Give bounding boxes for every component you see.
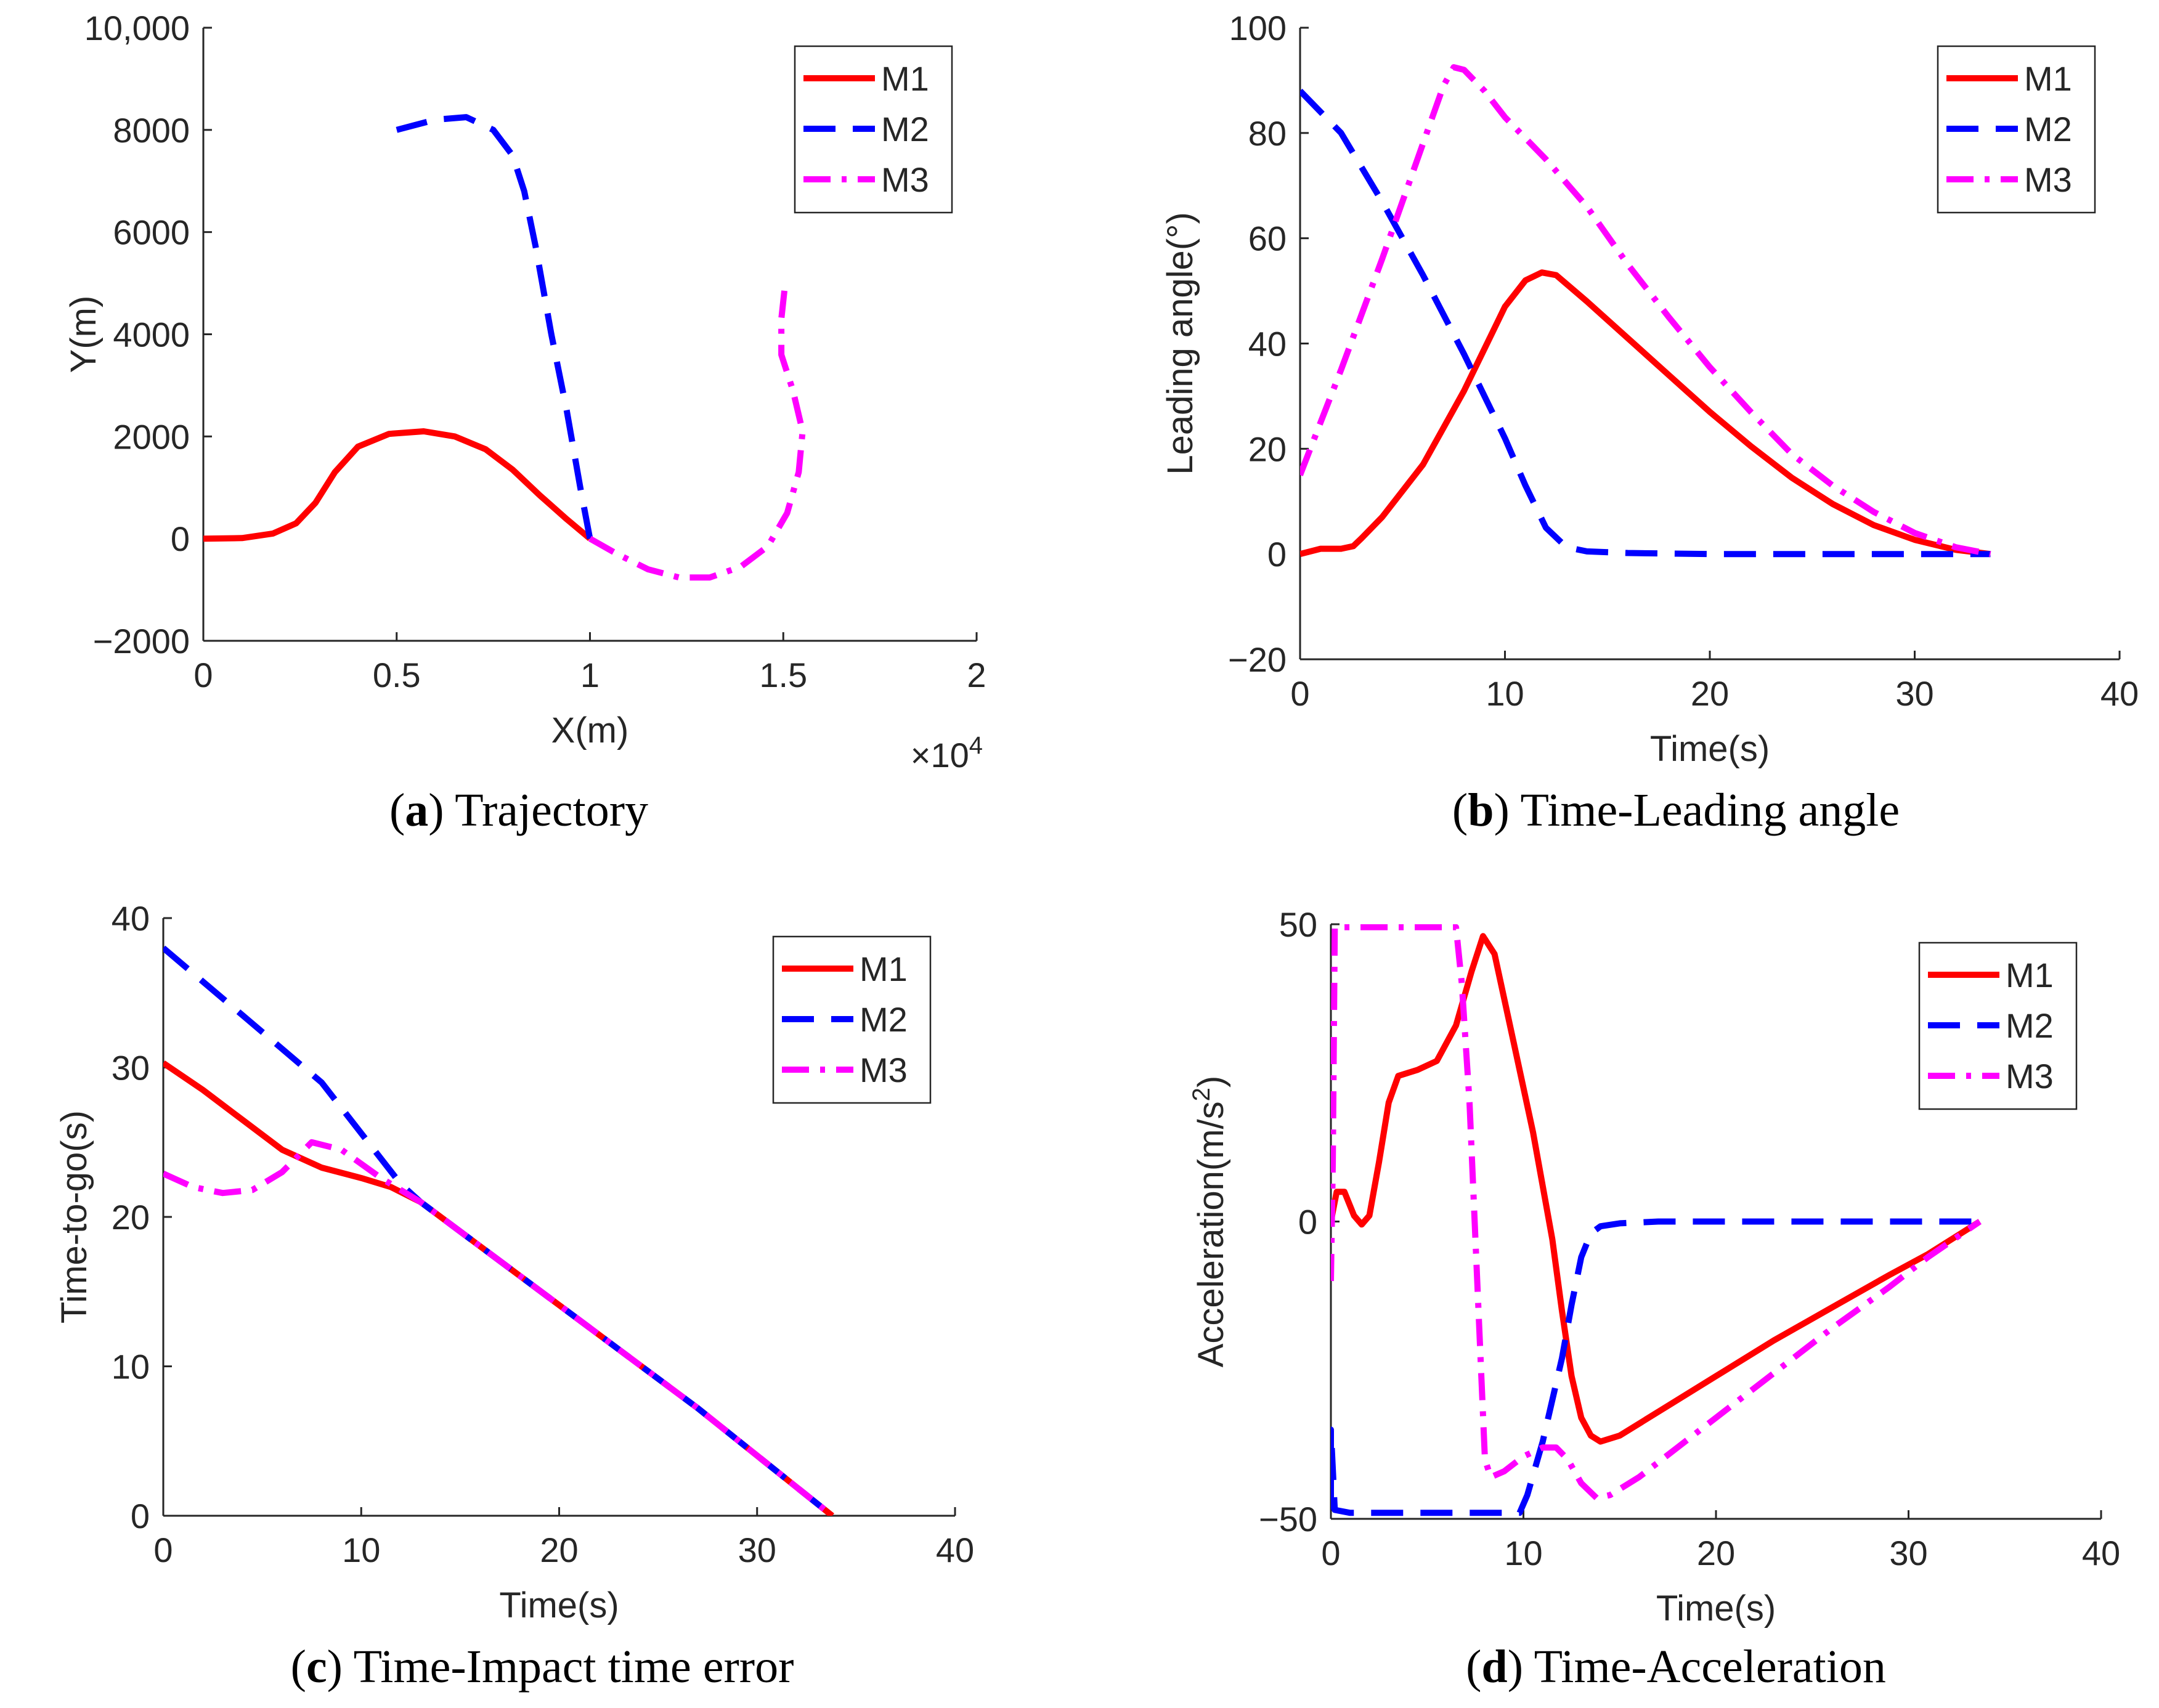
legend-label-m3: M3 — [860, 1051, 908, 1089]
panel-d: (d) Time-Acceleration 0 10 20 30 40−50050Tim… — [1188, 905, 2120, 1693]
series-line-m2 — [1331, 1218, 1980, 1516]
x-tick-label: 20 — [1697, 1534, 1735, 1572]
x-axis-label: Time(s) — [1656, 1588, 1776, 1629]
series-group — [203, 114, 806, 581]
y-tick-label: −20 — [1228, 640, 1287, 679]
series-line-m1 — [203, 428, 592, 542]
y-axis-label-end: ) — [1191, 1076, 1231, 1088]
legend-label-m2: M2 — [881, 110, 929, 148]
series-line-m3 — [163, 1139, 834, 1516]
y-tick-label: 50 — [1279, 905, 1317, 944]
x-axis-multiplier-exponent: 4 — [969, 732, 983, 759]
x-tick-label: 40 — [936, 1531, 974, 1569]
x-tick-label: 0 — [153, 1531, 173, 1569]
x-tick-label: 10 — [342, 1531, 380, 1569]
x-tick-label: 30 — [1895, 674, 1933, 713]
series-group — [1331, 924, 1982, 1516]
x-axis-label: Time(s) — [499, 1585, 619, 1625]
series-line-m2 — [1300, 89, 1991, 558]
series-line-m2 — [396, 114, 593, 540]
series-line-m1 — [1300, 269, 1991, 558]
y-tick-label: 6000 — [113, 213, 190, 252]
legend-label-m2: M2 — [2006, 1006, 2054, 1045]
x-tick-label: 40 — [2100, 674, 2139, 713]
y-axis-label: Leading angle(°) — [1160, 212, 1200, 474]
x-axis-label: Time(s) — [1650, 729, 1770, 769]
y-tick-label: 0 — [1298, 1203, 1317, 1242]
series-group — [163, 945, 834, 1516]
legend-label-m3: M3 — [2006, 1057, 2054, 1096]
y-tick-label: −50 — [1259, 1500, 1317, 1539]
y-tick-label: 30 — [112, 1049, 150, 1088]
y-tick-label: 4000 — [113, 315, 190, 354]
x-tick-label: 20 — [540, 1531, 578, 1569]
y-tick-label: 0 — [1267, 535, 1287, 574]
y-tick-label: 40 — [1248, 325, 1287, 364]
series-line-m1 — [163, 1060, 834, 1516]
y-tick-label: 100 — [1229, 9, 1287, 47]
series-line-m1 — [1331, 933, 1982, 1445]
series-group — [1300, 64, 1991, 558]
legend-label-m2: M2 — [860, 1000, 908, 1039]
panel-c: (c) Time-Impact time error 0 10 20 30 40 0 10 2… — [54, 899, 974, 1693]
y-axis-label: Acceleration(m/s2) — [1188, 1076, 1231, 1368]
x-axis-multiplier: ×104 — [911, 732, 983, 775]
y-axis-label-superscript: 2 — [1188, 1088, 1215, 1101]
x-tick-label: 0 — [1290, 674, 1309, 713]
x-tick-label: 1 — [580, 656, 600, 694]
caption-a: (a) Trajectory — [389, 784, 648, 836]
x-tick-label: 2 — [967, 656, 986, 694]
y-tick-label: −2000 — [93, 622, 190, 661]
y-tick-label: 10,000 — [84, 9, 190, 47]
legend-label-m3: M3 — [881, 160, 929, 199]
x-tick-label: 40 — [2082, 1534, 2120, 1572]
y-axis-label: Time-to-go(s) — [54, 1110, 94, 1324]
y-tick-label: 20 — [112, 1198, 150, 1237]
caption-d: (d) Time-Acceleration — [1466, 1641, 1886, 1693]
y-tick-label: 8000 — [113, 111, 190, 150]
x-tick-label: 30 — [738, 1531, 776, 1569]
x-tick-label: 1.5 — [759, 656, 807, 694]
y-tick-label: 80 — [1248, 114, 1287, 153]
y-tick-label: 10 — [112, 1348, 150, 1386]
x-tick-label: 0 — [193, 656, 213, 694]
y-axis-label: Y(m) — [63, 296, 104, 373]
panel-b: (b) Time-Leading angle 0 10 20 30 40−2002040… — [1160, 9, 2139, 836]
legend-label-m1: M1 — [2024, 59, 2072, 98]
legend-label-m1: M1 — [2006, 956, 2054, 994]
x-tick-label: 0 — [1321, 1534, 1340, 1572]
series-line-m3 — [1300, 64, 1991, 558]
y-tick-label: 20 — [1248, 429, 1287, 468]
x-tick-label: 20 — [1691, 674, 1729, 713]
y-tick-label: 2000 — [113, 417, 190, 456]
y-tick-label: 60 — [1248, 219, 1287, 258]
caption-b: (b) Time-Leading angle — [1452, 784, 1900, 836]
x-tick-label: 10 — [1486, 674, 1524, 713]
x-tick-label: 30 — [1889, 1534, 1927, 1572]
legend-label-m1: M1 — [881, 59, 929, 98]
series-line-m3 — [588, 283, 806, 581]
x-tick-label: 0.5 — [373, 656, 421, 694]
x-tick-label: 10 — [1504, 1534, 1542, 1572]
series-line-m3 — [1331, 924, 1982, 1502]
x-axis-label: X(m) — [551, 710, 629, 750]
y-tick-label: 0 — [171, 519, 190, 558]
legend-label-m2: M2 — [2024, 110, 2072, 148]
series-line-m2 — [163, 945, 834, 1516]
y-tick-label: 40 — [112, 899, 150, 938]
y-tick-label: 0 — [131, 1497, 150, 1535]
caption-c: (c) Time-Impact time error — [291, 1641, 794, 1693]
legend-label-m1: M1 — [860, 950, 908, 988]
panel-a: (a) Trajectory 0 0.5 1 1.5 2−200002000400060… — [63, 9, 986, 836]
legend-label-m3: M3 — [2024, 160, 2072, 199]
